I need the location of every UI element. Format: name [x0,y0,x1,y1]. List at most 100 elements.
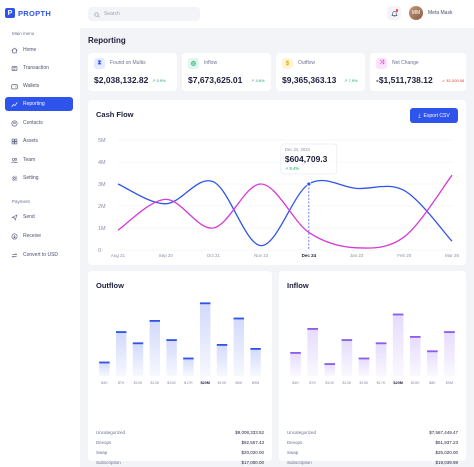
sidebar-item-home[interactable]: Home [5,43,73,57]
bar[interactable] [183,357,194,376]
kpi-change: ↗ 5.9% [152,78,166,83]
bar[interactable] [409,336,421,376]
sidebar-item-label: Setting [23,175,39,181]
bar-category-label: $10K [325,381,334,385]
sidebar-item-send[interactable]: Send [5,210,73,224]
tooltip-date: Dec 24, 2023 [285,147,311,152]
bar-cap [409,336,421,338]
sidebar-item-wallets[interactable]: Wallets [5,79,73,93]
kpi-card-net-change[interactable]: ⤨ Net Change -$1,511,738.12 ↙ $1,000.08 [370,53,466,91]
bar[interactable] [166,339,177,376]
sidebar-item-convert[interactable]: Convert to USD [5,248,73,262]
kpi-change: ↗ 7.9% [344,78,358,83]
bar-cap [307,328,318,330]
search-box[interactable] [88,7,200,21]
sidebar-item-contacts[interactable]: Contacts [5,116,73,130]
highlight-point[interactable] [306,181,312,187]
bar[interactable] [99,361,110,376]
export-csv-button[interactable]: ⤓ Export CSV [410,108,458,123]
kpi-label: Outflow [298,60,315,66]
bar-category-label: $19K [411,381,420,385]
bar-category-label: $13K [342,381,351,385]
user-menu[interactable]: MM Meta Mask [409,6,452,20]
sidebar-item-label: Send [23,214,35,220]
bar[interactable] [149,320,161,376]
bar-cap [166,339,177,341]
bar[interactable] [115,331,127,376]
sidebar-item-transaction[interactable]: Transaction [5,61,73,75]
sidebar-item-reporting[interactable]: Reporting [5,97,73,111]
avatar: MM [409,6,423,20]
bar-cap [324,363,336,365]
bar-cap [183,357,194,360]
bar[interactable] [216,344,228,376]
notification-dot [395,9,398,12]
kpi-card-inflow[interactable]: ◎ Inflow $7,673,625.01 ↗ 4.6% [182,53,271,91]
bar[interactable] [427,350,438,376]
sidebar-item-label: Reporting [23,101,45,107]
gear-icon [11,175,18,182]
sidebar-item-team[interactable]: Team [5,153,73,167]
x-tick-label: Mar 26 [445,253,460,258]
bar[interactable] [233,317,245,376]
bar-category-label: $20M [393,381,403,385]
sidebar-item-assets[interactable]: Assets [5,134,73,148]
sidebar-item-label: Wallets [23,83,40,89]
breakdown-label: Devops [96,440,112,445]
tooltip-box [280,143,338,175]
sidebar-item-receive[interactable]: Receive [5,229,73,243]
bar-category-label: $20M [200,381,210,385]
shuffle-icon: ⤨ [376,58,387,69]
outflow-title: Outflow [96,281,124,290]
sidebar-item-setting[interactable]: Setting [5,171,73,185]
contacts-icon [11,120,18,127]
breakdown-row: Swap $25,020.00 [287,450,458,455]
download-icon: ⤓ [418,112,421,119]
cash-flow-card: Cash Flow ⤓ Export CSV 0 1M 2M 3M 4M 5M Aug 21… [88,100,466,265]
kpi-value: -$1,511,738.12 [376,75,433,85]
receive-icon [11,233,18,240]
sidebar-item-label: Receive [23,233,42,239]
bar[interactable] [375,342,387,376]
bar[interactable] [444,331,455,376]
search-input[interactable] [104,11,194,17]
send-icon [11,213,18,221]
kpi-change: ↙ $1,000.08 [442,78,465,83]
breakdown-label: Uncategorized [96,430,126,435]
bar-cap [250,348,261,350]
kpi-card-found[interactable]: ⧗ Found on Multis $2,038,132.82 ↗ 5.9% [88,53,177,91]
logo[interactable]: P PROPTH [5,8,51,18]
bar-category-label: $15K [167,381,176,385]
y-tick-label: 1M [98,226,106,232]
bar[interactable] [132,342,144,376]
bar-cap [199,302,211,305]
breakdown-value: $20,020.00 [241,450,264,455]
bar[interactable] [358,357,370,376]
breakdown-value: $9,008,333.52 [235,430,264,435]
bar[interactable] [307,328,318,376]
kpi-label: Found on Multis [110,60,146,66]
convert-icon [11,252,18,259]
inflow-chart: $4K $7K $10K $13K $15K $17K $20M $19K $8K $9M [290,313,455,385]
tooltip-value: $604,709.3 [285,154,328,164]
bar-cap [358,357,370,360]
breakdown-label: Subscription [96,460,121,465]
x-tick-label: Dec 24 [302,253,317,258]
main-menu-label: Main menu [12,31,35,36]
bar[interactable] [341,339,353,376]
breakdown-label: Swap [287,450,299,455]
bar[interactable] [392,313,404,376]
tooltip-change: ↗ 8.4% [285,166,299,171]
breakdown-value: $92,557.43 [241,440,264,445]
kpi-card-outflow[interactable]: $ Outflow $9,365,363.13 ↗ 7.9% [276,53,365,91]
bar[interactable] [290,352,301,376]
breakdown-value: $17,000.00 [241,460,264,465]
logo-text: PROPTH [18,8,52,18]
bar[interactable] [324,363,336,376]
breakdown-value: $7,567,449.47 [429,430,458,435]
bar[interactable] [199,302,211,376]
notification-button[interactable] [387,6,401,20]
x-tick-label: Jan 22 [350,253,364,258]
bar[interactable] [250,348,261,376]
bar-cap [233,317,245,320]
